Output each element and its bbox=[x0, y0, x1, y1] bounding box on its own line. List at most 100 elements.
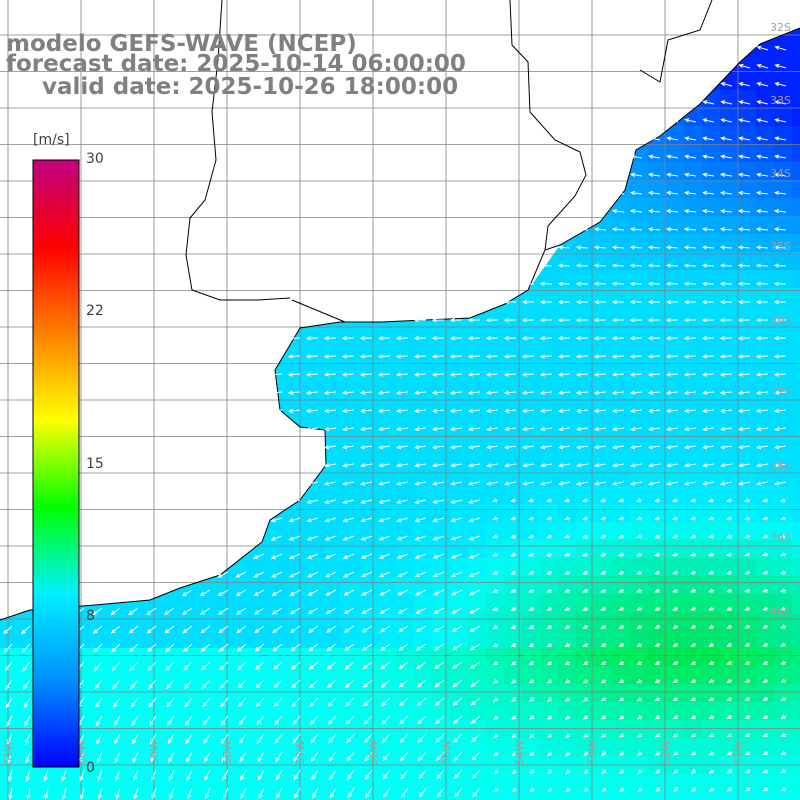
field-cell bbox=[90, 774, 109, 793]
field-cell bbox=[288, 684, 307, 703]
wind-arrow bbox=[342, 553, 355, 559]
wind-arrow bbox=[594, 481, 607, 486]
field-cell bbox=[648, 180, 667, 199]
wind-arrow bbox=[726, 678, 733, 683]
field-cell bbox=[558, 522, 577, 541]
field-cell bbox=[0, 720, 19, 739]
wind-arrow bbox=[435, 733, 445, 743]
field-cell bbox=[252, 630, 271, 649]
wind-arrow bbox=[629, 426, 643, 432]
wind-arrow bbox=[618, 697, 625, 702]
wind-arrow bbox=[292, 733, 301, 744]
wind-arrow bbox=[738, 463, 751, 468]
wind-arrow bbox=[521, 299, 535, 305]
wind-arrow bbox=[511, 769, 517, 775]
wind-arrow bbox=[593, 227, 607, 232]
wind-arrow bbox=[493, 715, 499, 720]
field-cell bbox=[288, 504, 307, 523]
wind-arrow bbox=[630, 154, 643, 159]
wind-arrow bbox=[468, 517, 481, 523]
wind-arrow bbox=[167, 715, 175, 726]
field-cell bbox=[792, 648, 800, 667]
wind-arrow bbox=[431, 336, 445, 341]
wind-arrow bbox=[755, 299, 769, 305]
wind-arrow bbox=[44, 787, 49, 800]
field-cell bbox=[792, 306, 800, 325]
wind-arrow bbox=[582, 697, 589, 702]
field-cell bbox=[666, 162, 685, 181]
wind-arrow bbox=[431, 444, 445, 450]
wind-arrow bbox=[762, 624, 769, 629]
wind-arrow bbox=[290, 643, 301, 652]
field-cell bbox=[720, 306, 739, 325]
field-cell bbox=[666, 558, 685, 577]
field-cell bbox=[216, 630, 235, 649]
field-cell bbox=[486, 504, 505, 523]
wind-arrow bbox=[378, 463, 391, 468]
wind-arrow bbox=[629, 390, 643, 395]
wind-arrow bbox=[666, 463, 679, 468]
field-cell bbox=[720, 396, 739, 415]
wind-arrow bbox=[467, 426, 481, 432]
wind-arrow bbox=[654, 624, 661, 629]
wind-arrow bbox=[342, 499, 355, 504]
wind-arrow bbox=[719, 208, 733, 214]
field-cell bbox=[576, 504, 595, 523]
field-cell bbox=[450, 648, 469, 667]
field-cell bbox=[558, 630, 577, 649]
field-cell bbox=[90, 702, 109, 721]
wind-arrow bbox=[503, 444, 517, 450]
wind-arrow bbox=[254, 661, 265, 671]
field-cell bbox=[594, 522, 613, 541]
wind-arrow bbox=[435, 715, 445, 725]
wind-arrow bbox=[637, 751, 643, 756]
wind-arrow bbox=[342, 481, 355, 486]
wind-arrow bbox=[287, 336, 301, 341]
field-cell bbox=[324, 486, 343, 505]
wind-arrow bbox=[654, 678, 661, 684]
field-cell bbox=[630, 756, 649, 775]
wind-arrow bbox=[654, 570, 661, 575]
wind-arrow bbox=[762, 696, 769, 701]
field-cell bbox=[756, 630, 775, 649]
wind-arrow bbox=[452, 661, 463, 669]
field-cell bbox=[594, 414, 613, 433]
field-cell bbox=[576, 252, 595, 271]
wind-arrow bbox=[413, 426, 427, 432]
latitude-label: 34S bbox=[770, 167, 791, 180]
field-cell bbox=[180, 666, 199, 685]
field-cell bbox=[684, 738, 703, 757]
field-cell bbox=[270, 630, 289, 649]
wind-arrow bbox=[780, 714, 787, 719]
field-cell bbox=[648, 234, 667, 253]
field-cell bbox=[468, 720, 487, 739]
wind-arrow bbox=[186, 769, 193, 781]
wind-arrow bbox=[293, 751, 301, 762]
wind-arrow bbox=[780, 570, 787, 575]
field-cell bbox=[612, 306, 631, 325]
field-cell bbox=[612, 756, 631, 775]
field-cell bbox=[738, 144, 757, 163]
field-cell bbox=[396, 612, 415, 631]
wind-arrow bbox=[737, 299, 751, 305]
field-cell bbox=[126, 720, 145, 739]
wind-arrow bbox=[305, 390, 319, 395]
wind-arrow bbox=[324, 499, 337, 504]
wind-arrow bbox=[690, 678, 697, 683]
field-cell bbox=[486, 684, 505, 703]
wind-arrow bbox=[654, 516, 661, 521]
wind-arrow bbox=[582, 588, 589, 593]
wind-arrow bbox=[647, 281, 661, 286]
field-cell bbox=[738, 540, 757, 559]
wind-arrow bbox=[780, 606, 787, 611]
field-cell bbox=[666, 522, 685, 541]
wind-arrow bbox=[449, 408, 463, 414]
wind-arrow bbox=[557, 444, 571, 450]
field-cell bbox=[702, 522, 721, 541]
wind-arrow bbox=[611, 372, 625, 377]
wind-arrow bbox=[236, 625, 247, 634]
field-cell bbox=[216, 666, 235, 685]
wind-arrow bbox=[780, 768, 787, 774]
wind-arrow bbox=[492, 570, 499, 575]
wind-arrow bbox=[737, 208, 751, 214]
